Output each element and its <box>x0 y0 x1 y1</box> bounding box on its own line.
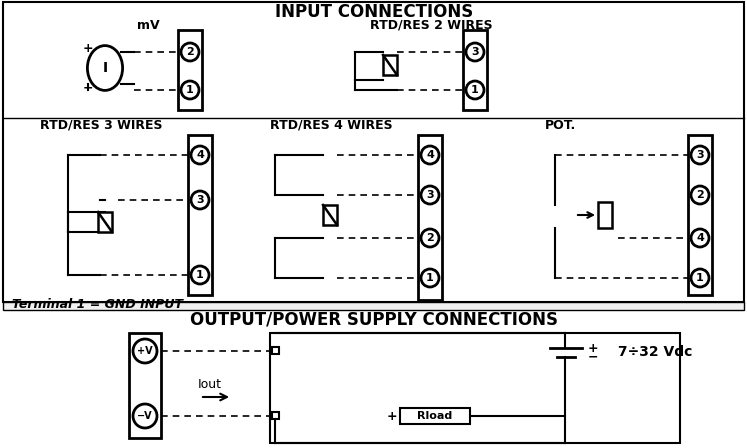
Bar <box>323 205 337 225</box>
Bar <box>178 30 202 110</box>
Text: 1: 1 <box>471 85 479 95</box>
Circle shape <box>191 266 209 284</box>
Circle shape <box>421 186 439 204</box>
Bar <box>271 413 279 419</box>
Circle shape <box>421 146 439 164</box>
Text: I: I <box>102 61 108 75</box>
Text: 2: 2 <box>426 233 434 243</box>
Circle shape <box>133 339 157 363</box>
Text: RTD/RES 4 WIRES: RTD/RES 4 WIRES <box>270 119 393 132</box>
Circle shape <box>191 191 209 209</box>
Bar <box>688 135 712 295</box>
Text: 3: 3 <box>427 190 434 200</box>
Text: 1: 1 <box>696 273 704 283</box>
Text: POT.: POT. <box>545 119 576 132</box>
Text: +: + <box>588 341 598 354</box>
Text: 1: 1 <box>196 270 204 280</box>
Text: +: + <box>387 409 397 422</box>
Text: RTD/RES 2 WIRES: RTD/RES 2 WIRES <box>370 18 492 31</box>
Circle shape <box>691 186 709 204</box>
Text: RTD/RES 3 WIRES: RTD/RES 3 WIRES <box>40 119 163 132</box>
Text: +: + <box>83 42 93 55</box>
Bar <box>271 348 279 354</box>
Bar <box>598 202 612 228</box>
Text: OUTPUT/POWER SUPPLY CONNECTIONS: OUTPUT/POWER SUPPLY CONNECTIONS <box>190 311 558 329</box>
Circle shape <box>191 146 209 164</box>
Text: 1: 1 <box>426 273 434 283</box>
Bar <box>3 302 744 310</box>
Text: 1: 1 <box>186 85 194 95</box>
Text: 2: 2 <box>696 190 704 200</box>
Circle shape <box>691 146 709 164</box>
Circle shape <box>691 229 709 247</box>
Bar <box>383 55 397 75</box>
Text: 2: 2 <box>186 47 194 57</box>
Text: mV: mV <box>137 18 159 31</box>
Bar <box>463 30 487 110</box>
Text: 4: 4 <box>196 150 204 160</box>
Bar <box>418 135 442 300</box>
Text: Rload: Rload <box>418 411 453 421</box>
Circle shape <box>466 43 484 61</box>
Ellipse shape <box>87 46 123 90</box>
Circle shape <box>466 81 484 99</box>
Bar <box>129 333 161 438</box>
Text: 3: 3 <box>471 47 479 57</box>
Circle shape <box>181 43 199 61</box>
Text: 7÷32 Vdc: 7÷32 Vdc <box>618 345 692 359</box>
Circle shape <box>421 229 439 247</box>
Circle shape <box>691 269 709 287</box>
Text: −: − <box>83 82 93 95</box>
Bar <box>270 333 680 443</box>
Bar <box>188 135 212 295</box>
Text: 3: 3 <box>696 150 704 160</box>
Text: 4: 4 <box>696 233 704 243</box>
Text: −: − <box>588 350 598 363</box>
Text: Terminal 1 = GND INPUT: Terminal 1 = GND INPUT <box>12 298 183 311</box>
Text: −V: −V <box>137 411 153 421</box>
Circle shape <box>421 269 439 287</box>
Circle shape <box>133 404 157 428</box>
Text: INPUT CONNECTIONS: INPUT CONNECTIONS <box>275 3 473 21</box>
Text: 3: 3 <box>196 195 204 205</box>
Bar <box>400 408 470 424</box>
Text: +V: +V <box>137 346 153 356</box>
Text: 4: 4 <box>426 150 434 160</box>
Bar <box>3 2 744 302</box>
Bar <box>98 212 112 232</box>
Text: Iout: Iout <box>198 379 222 392</box>
Circle shape <box>181 81 199 99</box>
